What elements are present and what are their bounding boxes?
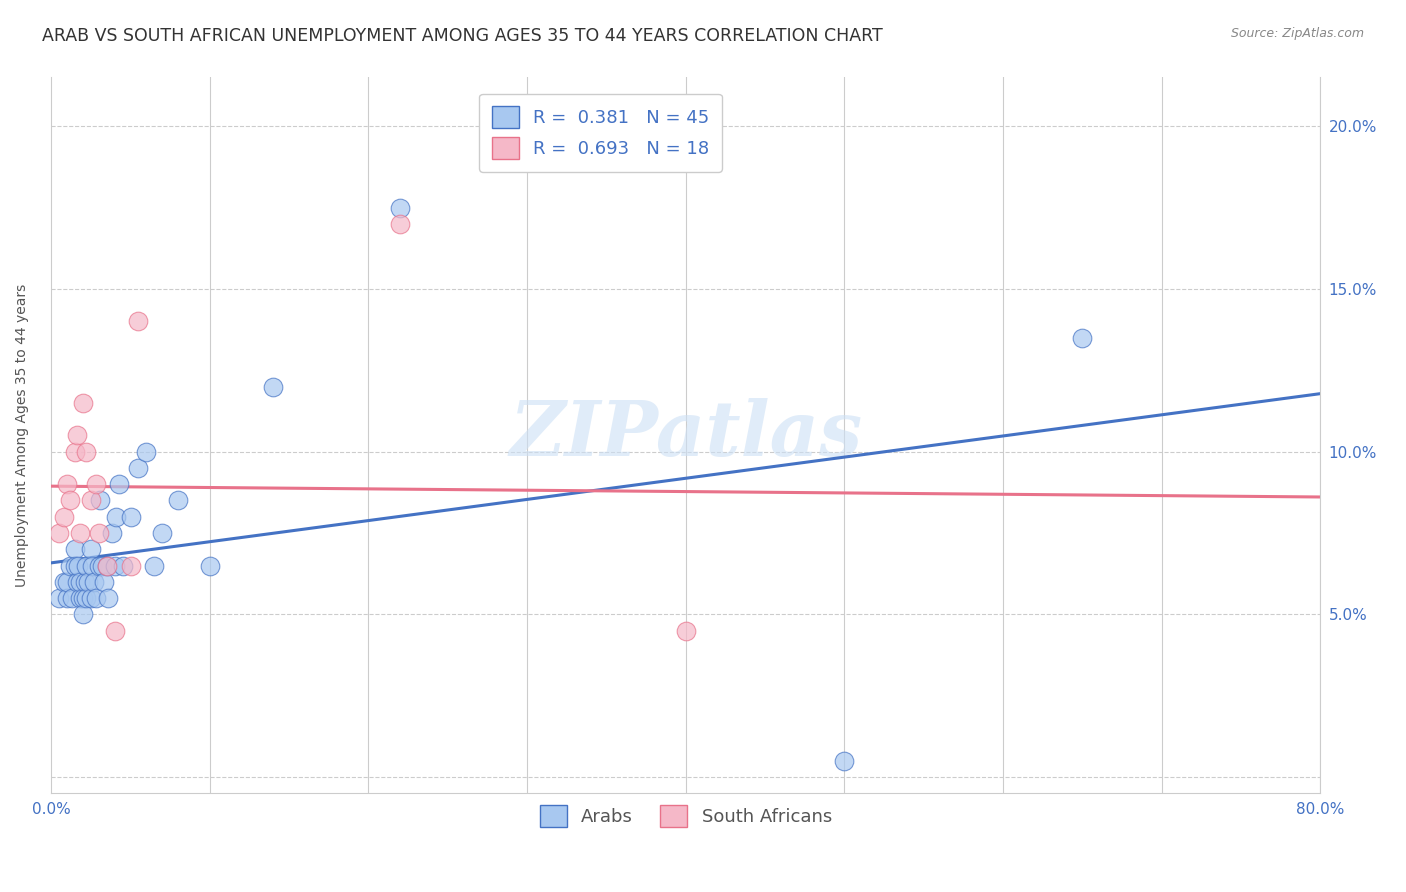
Point bbox=[167, 493, 190, 508]
Point bbox=[104, 558, 127, 573]
Point bbox=[87, 558, 110, 573]
Point bbox=[111, 558, 134, 573]
Point bbox=[84, 477, 107, 491]
Point bbox=[87, 526, 110, 541]
Point bbox=[80, 591, 103, 606]
Point bbox=[69, 526, 91, 541]
Point bbox=[63, 558, 86, 573]
Point bbox=[108, 477, 131, 491]
Point bbox=[96, 558, 118, 573]
Point bbox=[48, 591, 70, 606]
Point bbox=[91, 558, 114, 573]
Point bbox=[72, 396, 94, 410]
Point bbox=[82, 558, 104, 573]
Point bbox=[60, 591, 83, 606]
Point bbox=[389, 201, 412, 215]
Point bbox=[89, 493, 111, 508]
Point bbox=[80, 493, 103, 508]
Point bbox=[1071, 331, 1094, 345]
Point bbox=[76, 574, 98, 589]
Text: ZIPatlas: ZIPatlas bbox=[509, 399, 862, 473]
Point bbox=[69, 574, 91, 589]
Legend: Arabs, South Africans: Arabs, South Africans bbox=[533, 798, 839, 834]
Point bbox=[59, 493, 82, 508]
Point bbox=[56, 574, 79, 589]
Point bbox=[143, 558, 166, 573]
Point bbox=[48, 526, 70, 541]
Point bbox=[834, 754, 856, 768]
Point bbox=[675, 624, 697, 638]
Point bbox=[100, 526, 122, 541]
Point bbox=[105, 509, 128, 524]
Text: Source: ZipAtlas.com: Source: ZipAtlas.com bbox=[1230, 27, 1364, 40]
Point bbox=[72, 591, 94, 606]
Point bbox=[52, 509, 75, 524]
Point bbox=[63, 542, 86, 557]
Point bbox=[104, 624, 127, 638]
Point bbox=[65, 574, 87, 589]
Point bbox=[120, 558, 142, 573]
Point bbox=[72, 607, 94, 622]
Point bbox=[127, 314, 149, 328]
Point bbox=[69, 591, 91, 606]
Point bbox=[97, 591, 120, 606]
Text: ARAB VS SOUTH AFRICAN UNEMPLOYMENT AMONG AGES 35 TO 44 YEARS CORRELATION CHART: ARAB VS SOUTH AFRICAN UNEMPLOYMENT AMONG… bbox=[42, 27, 883, 45]
Point bbox=[389, 217, 412, 231]
Point bbox=[75, 558, 97, 573]
Point bbox=[84, 591, 107, 606]
Point bbox=[96, 558, 118, 573]
Point bbox=[56, 591, 79, 606]
Point bbox=[120, 509, 142, 524]
Point bbox=[262, 379, 284, 393]
Point bbox=[67, 558, 90, 573]
Point bbox=[65, 428, 87, 442]
Point bbox=[52, 574, 75, 589]
Point bbox=[198, 558, 221, 573]
Point bbox=[150, 526, 173, 541]
Point bbox=[73, 574, 96, 589]
Point bbox=[75, 444, 97, 458]
Point bbox=[63, 444, 86, 458]
Point bbox=[93, 574, 115, 589]
Point bbox=[59, 558, 82, 573]
Point bbox=[83, 574, 105, 589]
Y-axis label: Unemployment Among Ages 35 to 44 years: Unemployment Among Ages 35 to 44 years bbox=[15, 284, 30, 587]
Point bbox=[75, 591, 97, 606]
Point bbox=[80, 542, 103, 557]
Point bbox=[56, 477, 79, 491]
Point bbox=[127, 461, 149, 475]
Point bbox=[135, 444, 157, 458]
